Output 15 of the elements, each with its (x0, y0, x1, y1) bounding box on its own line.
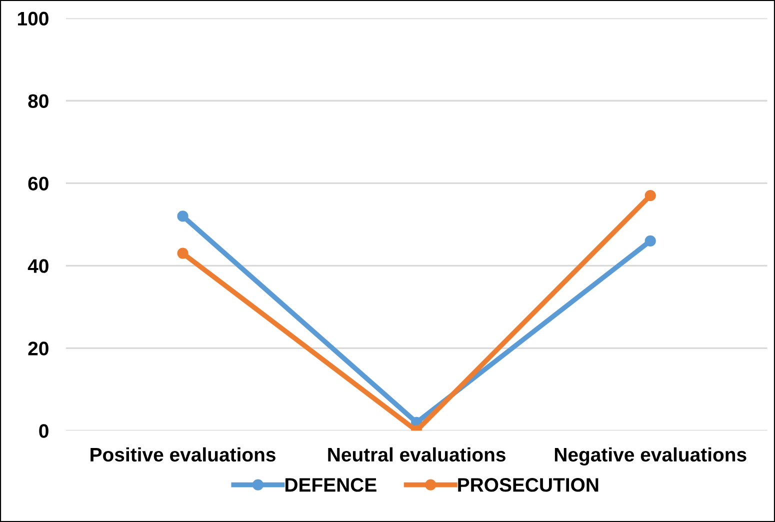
y-tick-label: 80 (28, 94, 48, 108)
y-tick-label: 100 (18, 12, 48, 26)
x-tick-label: Negative evaluations (554, 447, 746, 466)
x-tick-label: Neutral evaluations (328, 447, 506, 462)
legend-label: PROSECUTION (458, 478, 598, 492)
point (177, 210, 188, 222)
point (644, 235, 656, 247)
y-tick-label: 40 (28, 259, 48, 273)
x-tick-label: Positive evaluations (90, 447, 276, 462)
point (177, 248, 188, 259)
legend-label: DEFENCE (286, 478, 376, 492)
y-tick-label: 20 (28, 342, 48, 356)
y-tick-label: 60 (28, 176, 48, 190)
point (644, 190, 656, 202)
y-tick-label: 0 (39, 424, 48, 438)
